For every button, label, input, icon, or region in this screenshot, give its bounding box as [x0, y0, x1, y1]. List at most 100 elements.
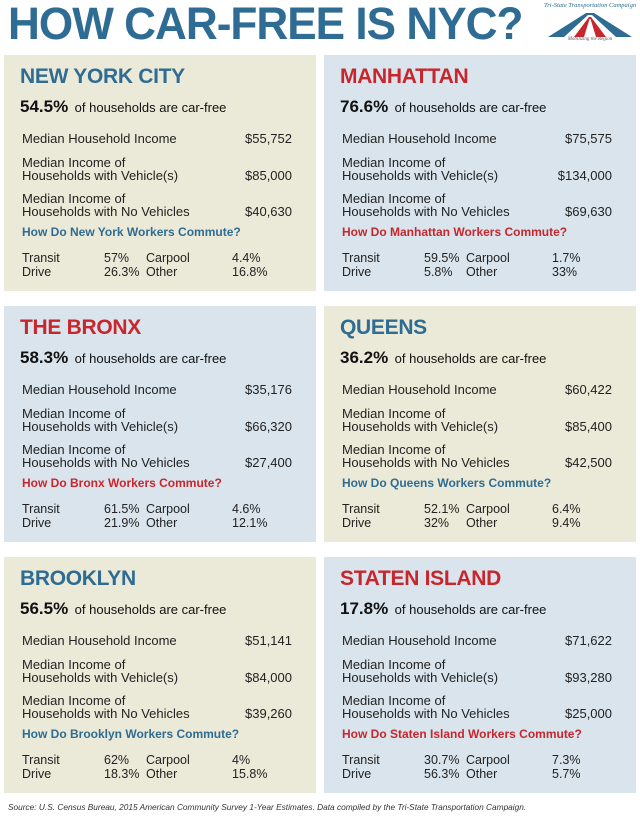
- other-value: 33%: [552, 265, 578, 279]
- novehicle-income-value: $25,000: [565, 706, 612, 721]
- commute-question: How Do Brooklyn Workers Commute?: [22, 727, 240, 741]
- commute-question: How Do Bronx Workers Commute?: [22, 476, 222, 490]
- novehicle-income-label-line2: Households with No Vehicles: [342, 706, 510, 721]
- borough-panel: MANHATTAN 76.6% of households are car-fr…: [324, 55, 636, 291]
- borough-name: THE BRONX: [20, 316, 141, 339]
- other-label: Other: [146, 265, 178, 279]
- novehicle-income-label-line2: Households with No Vehicles: [22, 455, 190, 470]
- road-logo-icon: [548, 13, 632, 37]
- median-income-label: Median Household Income: [342, 131, 497, 146]
- vehicle-income-label: Median Income of Households with Vehicle…: [22, 407, 178, 433]
- vehicle-income-row: Median Income of Households with Vehicle…: [22, 407, 302, 433]
- median-income-row: Median Household Income $71,622: [342, 634, 622, 647]
- vehicle-income-label-line1: Median Income of: [342, 406, 446, 421]
- other-value: 12.1%: [232, 516, 268, 530]
- carpool-value: 6.4%: [552, 502, 581, 516]
- novehicle-income-value: $39,260: [245, 706, 292, 721]
- vehicle-income-label-line2: Households with Vehicle(s): [342, 168, 499, 183]
- car-free-line: 58.3% of households are car-free: [20, 348, 226, 368]
- borough-name: MANHATTAN: [340, 65, 469, 88]
- borough-name: NEW YORK CITY: [20, 65, 185, 88]
- borough-panel: QUEENS 36.2% of households are car-free …: [324, 306, 636, 542]
- borough-name: STATEN ISLAND: [340, 567, 501, 590]
- borough-panel: NEW YORK CITY 54.5% of households are ca…: [4, 55, 316, 291]
- novehicle-income-label-line1: Median Income of: [22, 442, 126, 457]
- vehicle-income-row: Median Income of Households with Vehicle…: [342, 156, 622, 182]
- vehicle-income-label: Median Income of Households with Vehicle…: [22, 156, 178, 182]
- novehicle-income-label: Median Income of Households with No Vehi…: [22, 192, 190, 218]
- car-free-percent: 56.5%: [20, 599, 69, 618]
- other-value: 15.8%: [232, 767, 268, 781]
- tstc-logo: Tri-State Transportation Campaign Mobili…: [544, 2, 636, 46]
- median-income-value: $35,176: [245, 382, 292, 397]
- median-income-value: $60,422: [565, 382, 612, 397]
- other-value: 16.8%: [232, 265, 268, 279]
- car-free-percent: 36.2%: [340, 348, 389, 367]
- transit-value: 30.7%: [424, 753, 460, 767]
- drive-label: Drive: [22, 265, 52, 279]
- borough-name: BROOKLYN: [20, 567, 136, 590]
- median-income-row: Median Household Income $35,176: [22, 383, 302, 396]
- transit-label: Transit: [342, 502, 380, 516]
- drive-label: Drive: [342, 516, 372, 530]
- commute-question: How Do Queens Workers Commute?: [342, 476, 552, 490]
- drive-value: 56.3%: [424, 767, 460, 781]
- novehicle-income-label: Median Income of Households with No Vehi…: [22, 694, 190, 720]
- vehicle-income-label-line1: Median Income of: [342, 657, 446, 672]
- novehicle-income-value: $40,630: [245, 204, 292, 219]
- vehicle-income-label-line1: Median Income of: [22, 657, 126, 672]
- median-income-label: Median Household Income: [342, 633, 497, 648]
- vehicle-income-label: Median Income of Households with Vehicle…: [342, 658, 498, 684]
- novehicle-income-label-line1: Median Income of: [342, 191, 446, 206]
- novehicle-income-value: $69,630: [565, 204, 612, 219]
- car-free-label: of households are car-free: [394, 100, 547, 115]
- transit-value: 59.5%: [424, 251, 460, 265]
- novehicle-income-label-line2: Households with No Vehicles: [22, 204, 190, 219]
- car-free-label: of households are car-free: [394, 602, 547, 617]
- vehicle-income-label: Median Income of Households with Vehicle…: [342, 407, 498, 433]
- transit-value: 57%: [104, 251, 130, 265]
- car-free-percent: 17.8%: [340, 599, 389, 618]
- median-income-row: Median Household Income $60,422: [342, 383, 622, 396]
- median-income-value: $55,752: [245, 131, 292, 146]
- carpool-label: Carpool: [466, 502, 510, 516]
- other-value: 5.7%: [552, 767, 581, 781]
- header: HOW CAR-FREE IS NYC? Tri-State Transport…: [0, 0, 640, 50]
- novehicle-income-label-line1: Median Income of: [342, 693, 446, 708]
- carpool-label: Carpool: [146, 251, 190, 265]
- vehicle-income-label-line2: Households with Vehicle(s): [22, 168, 179, 183]
- novehicle-income-row: Median Income of Households with No Vehi…: [22, 192, 302, 218]
- carpool-label: Carpool: [146, 753, 190, 767]
- vehicle-income-label: Median Income of Households with Vehicle…: [22, 658, 178, 684]
- vehicle-income-label-line1: Median Income of: [22, 155, 126, 170]
- median-income-label: Median Household Income: [22, 633, 177, 648]
- median-income-label: Median Household Income: [342, 382, 497, 397]
- carpool-value: 4.4%: [232, 251, 261, 265]
- median-income-label: Median Household Income: [22, 131, 177, 146]
- car-free-label: of households are car-free: [74, 351, 227, 366]
- carpool-label: Carpool: [146, 502, 190, 516]
- novehicle-income-value: $42,500: [565, 455, 612, 470]
- novehicle-income-label-line2: Households with No Vehicles: [342, 455, 510, 470]
- transit-label: Transit: [342, 753, 380, 767]
- novehicle-income-label-line2: Households with No Vehicles: [22, 706, 190, 721]
- car-free-label: of households are car-free: [394, 351, 547, 366]
- logo-tagline: Mobilizing the Region: [567, 37, 613, 42]
- vehicle-income-row: Median Income of Households with Vehicle…: [22, 658, 302, 684]
- commute-question: How Do Manhattan Workers Commute?: [342, 225, 568, 239]
- other-label: Other: [466, 767, 498, 781]
- borough-panel: THE BRONX 58.3% of households are car-fr…: [4, 306, 316, 542]
- median-income-value: $75,575: [565, 131, 612, 146]
- novehicle-income-row: Median Income of Households with No Vehi…: [22, 443, 302, 469]
- carpool-value: 7.3%: [552, 753, 581, 767]
- other-value: 9.4%: [552, 516, 581, 530]
- drive-value: 18.3%: [104, 767, 140, 781]
- drive-value: 26.3%: [104, 265, 140, 279]
- novehicle-income-label-line2: Households with No Vehicles: [342, 204, 510, 219]
- vehicle-income-value: $93,280: [565, 670, 612, 685]
- vehicle-income-value: $85,400: [565, 419, 612, 434]
- carpool-label: Carpool: [466, 251, 510, 265]
- vehicle-income-row: Median Income of Households with Vehicle…: [342, 658, 622, 684]
- transit-label: Transit: [22, 251, 60, 265]
- vehicle-income-label-line2: Households with Vehicle(s): [342, 670, 499, 685]
